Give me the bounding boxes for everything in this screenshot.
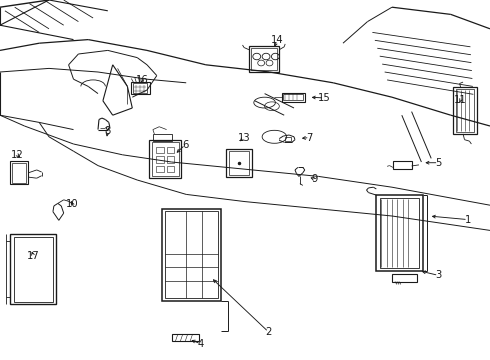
Bar [135, 90, 137, 92]
Bar [453, 87, 477, 134]
Text: 9: 9 [311, 174, 318, 184]
Bar [139, 90, 141, 92]
Bar [10, 161, 28, 184]
Bar [156, 147, 164, 153]
Bar [380, 198, 419, 268]
Bar [226, 149, 252, 177]
Text: 7: 7 [306, 132, 313, 143]
Bar [165, 211, 218, 298]
Bar [376, 195, 423, 271]
Text: 6: 6 [182, 140, 189, 150]
Bar [251, 48, 277, 70]
Text: 15: 15 [318, 93, 331, 103]
Bar [456, 89, 474, 132]
Bar [135, 86, 137, 88]
Text: 13: 13 [238, 132, 250, 143]
Text: 8: 8 [105, 126, 111, 136]
Text: 16: 16 [136, 75, 148, 85]
Bar [143, 90, 145, 92]
Bar [133, 83, 147, 93]
Text: 2: 2 [265, 327, 272, 337]
Bar [131, 82, 150, 94]
Bar [14, 237, 53, 302]
Text: 10: 10 [66, 199, 79, 210]
Text: 12: 12 [11, 150, 24, 160]
Bar [152, 142, 179, 176]
Bar [156, 166, 164, 172]
Bar [167, 147, 174, 153]
Bar [393, 161, 412, 169]
Bar [167, 156, 174, 163]
Text: 4: 4 [198, 339, 204, 349]
Text: 14: 14 [270, 35, 283, 45]
Text: 1: 1 [465, 215, 471, 225]
Text: 5: 5 [435, 158, 442, 168]
Bar [10, 234, 56, 304]
Bar [283, 94, 303, 100]
Bar [143, 86, 145, 88]
Bar [139, 86, 141, 88]
Text: 11: 11 [454, 95, 467, 105]
Bar [149, 140, 181, 178]
Bar [229, 151, 249, 175]
Bar [172, 334, 199, 341]
Bar [285, 137, 291, 141]
Bar [12, 163, 26, 183]
Bar [282, 93, 305, 102]
Bar [156, 156, 164, 163]
Bar [249, 46, 279, 72]
Bar [153, 134, 172, 141]
Text: 17: 17 [27, 251, 40, 261]
Bar [167, 166, 174, 172]
Bar [392, 274, 417, 282]
Text: 3: 3 [436, 270, 441, 280]
Bar [162, 209, 220, 301]
